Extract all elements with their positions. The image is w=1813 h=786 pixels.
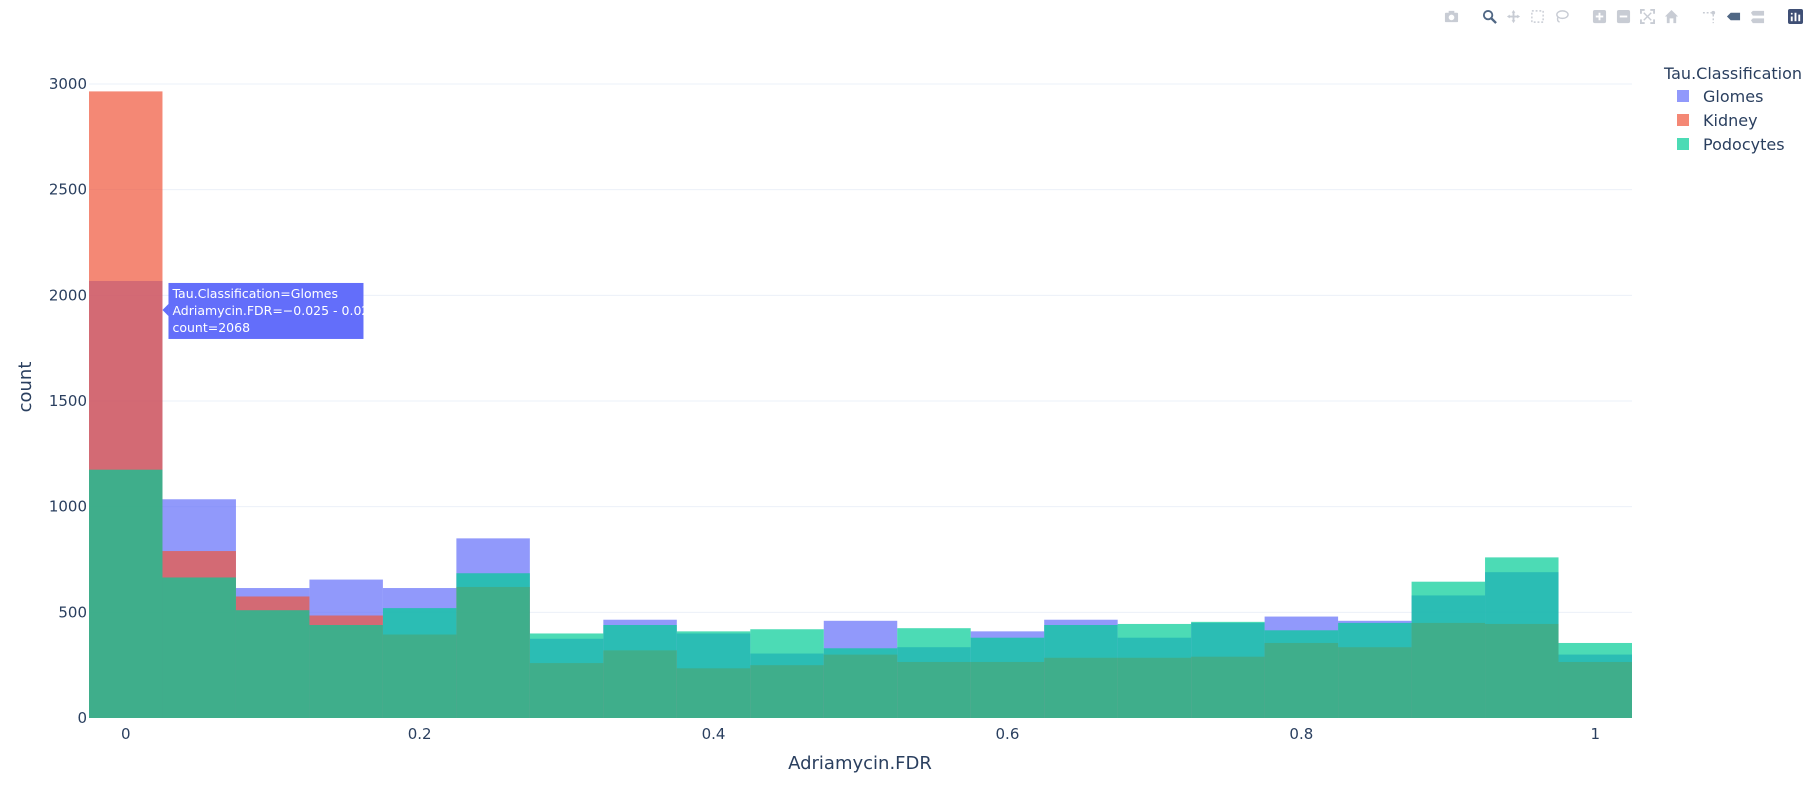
plotly-logo-icon[interactable] bbox=[1785, 6, 1805, 26]
legend-swatch-podocytes[interactable] bbox=[1677, 138, 1689, 150]
x-tick-label: 0.8 bbox=[1289, 725, 1313, 743]
bar-podocytes-18[interactable] bbox=[1411, 581, 1486, 718]
legend-swatch-kidney[interactable] bbox=[1677, 114, 1689, 126]
bar-podocytes-7[interactable] bbox=[603, 625, 677, 718]
y-axis: 0 500 1000 1500 2000 2500 3000 bbox=[49, 75, 87, 727]
legend-swatch-glomes[interactable] bbox=[1677, 90, 1689, 102]
bar-podocytes-2[interactable] bbox=[235, 610, 310, 718]
gridlines bbox=[89, 83, 1632, 613]
legend-label-glomes[interactable]: Glomes bbox=[1703, 87, 1763, 106]
legend-title: Tau.Classification bbox=[1663, 64, 1802, 83]
legend: Tau.Classification Glomes Kidney Podocytes bbox=[1663, 64, 1802, 154]
y-tick-label: 2000 bbox=[49, 286, 87, 304]
bar-podocytes-13[interactable] bbox=[1044, 625, 1118, 718]
y-tick-label: 2500 bbox=[49, 181, 87, 199]
hover-compare-icon[interactable] bbox=[1747, 6, 1767, 26]
legend-label-podocytes[interactable]: Podocytes bbox=[1703, 135, 1785, 154]
bar-podocytes-0[interactable] bbox=[89, 469, 163, 718]
y-tick-label: 1500 bbox=[49, 392, 87, 410]
x-tick-label: 0.2 bbox=[408, 725, 432, 743]
zoom-in-icon[interactable] bbox=[1589, 6, 1609, 26]
y-axis-title: count bbox=[15, 362, 36, 413]
x-tick-label: 0 bbox=[121, 725, 131, 743]
y-tick-label: 3000 bbox=[49, 75, 87, 93]
y-tick-label: 1000 bbox=[49, 498, 87, 516]
bar-podocytes-1[interactable] bbox=[162, 577, 236, 718]
bar-podocytes-4[interactable] bbox=[382, 608, 457, 718]
modebar bbox=[1441, 6, 1805, 26]
x-axis: 0 0.2 0.4 0.6 0.8 1 bbox=[121, 725, 1600, 743]
spike-lines-icon[interactable] bbox=[1699, 6, 1719, 26]
tooltip-line-3: count=2068 bbox=[172, 320, 250, 335]
bar-podocytes-16[interactable] bbox=[1264, 630, 1339, 718]
x-tick-label: 1 bbox=[1590, 725, 1600, 743]
bar-podocytes-9[interactable] bbox=[750, 629, 824, 718]
bar-podocytes-11[interactable] bbox=[897, 628, 971, 718]
tooltip-box bbox=[168, 282, 364, 339]
bar-podocytes-8[interactable] bbox=[676, 631, 751, 718]
bar-podocytes-17[interactable] bbox=[1338, 622, 1412, 718]
bar-podocytes-5[interactable] bbox=[456, 573, 530, 718]
bar-podocytes-14[interactable] bbox=[1117, 623, 1192, 718]
bar-podocytes-12[interactable] bbox=[970, 637, 1045, 718]
x-tick-label: 0.4 bbox=[702, 725, 726, 743]
tooltip-line-2: Adriamycin.FDR=−0.025 - 0.025 bbox=[172, 303, 377, 318]
y-tick-label: 0 bbox=[77, 709, 87, 727]
hover-closest-icon[interactable] bbox=[1723, 6, 1743, 26]
zoom-icon[interactable] bbox=[1479, 6, 1499, 26]
bar-podocytes-3[interactable] bbox=[309, 625, 383, 718]
tooltip-line-1: Tau.Classification=Glomes bbox=[171, 286, 338, 301]
autoscale-icon[interactable] bbox=[1637, 6, 1657, 26]
pan-icon[interactable] bbox=[1503, 6, 1523, 26]
hover-tooltip: Tau.Classification=Glomes Adriamycin.FDR… bbox=[162, 282, 377, 339]
bar-podocytes-10[interactable] bbox=[823, 648, 898, 718]
lasso-select-icon[interactable] bbox=[1551, 6, 1571, 26]
bar-podocytes-6[interactable] bbox=[529, 633, 604, 718]
y-tick-label: 500 bbox=[58, 603, 87, 621]
bars-layer bbox=[89, 91, 1632, 718]
bar-podocytes-20[interactable] bbox=[1558, 642, 1632, 718]
x-tick-label: 0.6 bbox=[996, 725, 1020, 743]
camera-icon[interactable] bbox=[1441, 6, 1461, 26]
legend-label-kidney[interactable]: Kidney bbox=[1703, 111, 1758, 130]
box-select-icon[interactable] bbox=[1527, 6, 1547, 26]
reset-axes-icon[interactable] bbox=[1661, 6, 1681, 26]
bar-podocytes-15[interactable] bbox=[1191, 621, 1265, 718]
zoom-out-icon[interactable] bbox=[1613, 6, 1633, 26]
bar-podocytes-19[interactable] bbox=[1485, 557, 1559, 718]
x-axis-title: Adriamycin.FDR bbox=[788, 753, 932, 774]
tooltip-pointer bbox=[162, 303, 169, 316]
